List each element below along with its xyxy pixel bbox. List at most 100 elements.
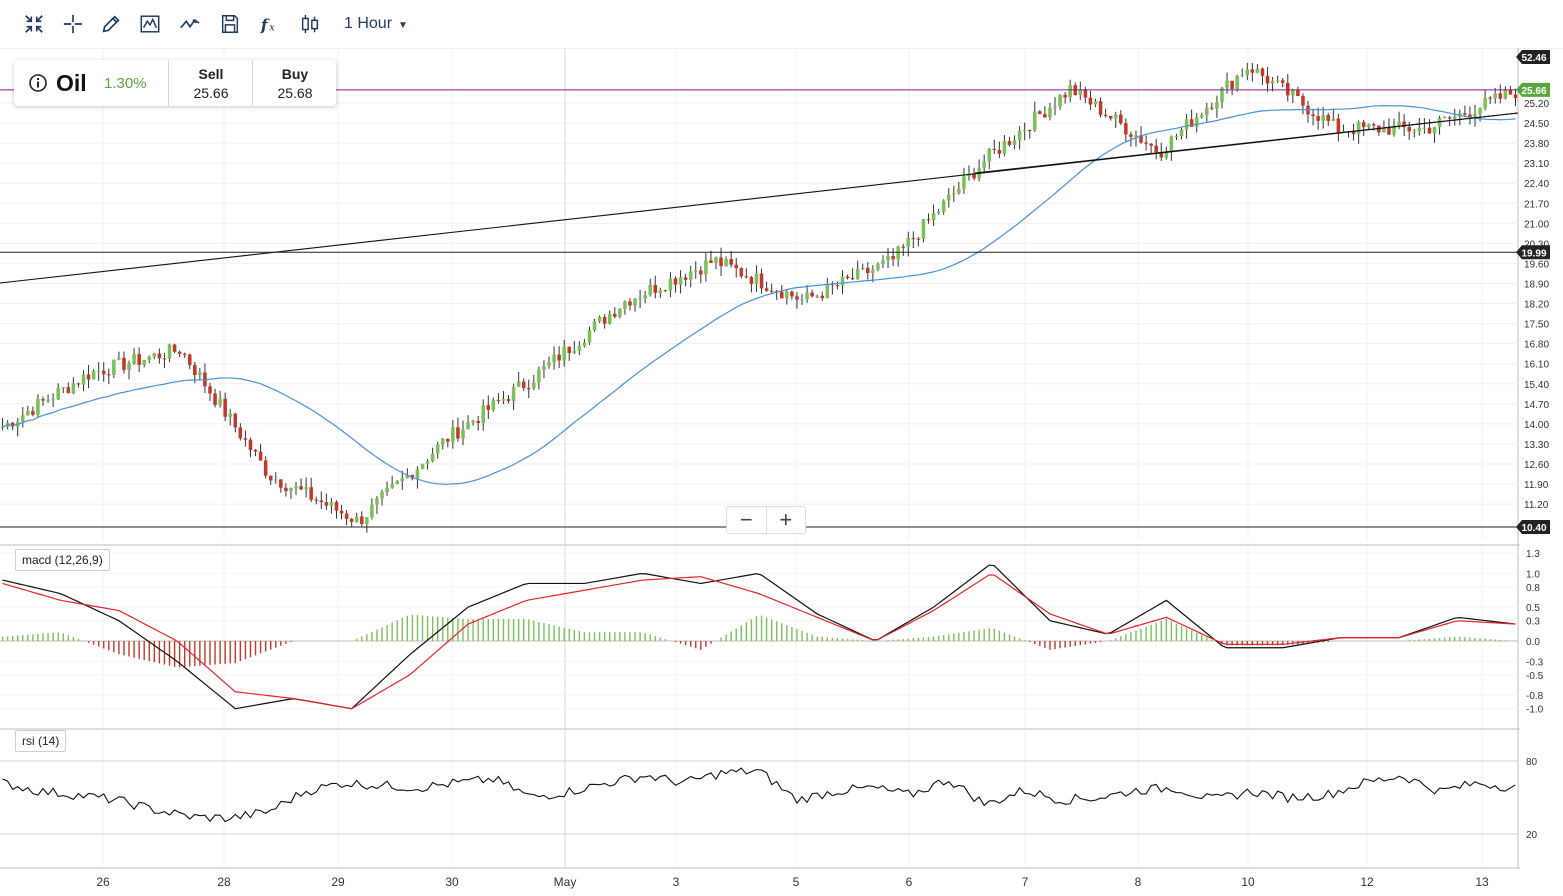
macd-label[interactable]: macd (12,26,9) [15, 549, 110, 571]
rsi-tick-label: 20 [1526, 830, 1538, 841]
compare-button[interactable] [294, 8, 326, 40]
time-tick-label: 13 [1475, 875, 1489, 889]
buy-button[interactable]: Buy 25.68 [252, 60, 337, 106]
rsi-tick-label: 80 [1526, 757, 1538, 768]
candle [952, 185, 956, 202]
candle [1513, 88, 1518, 107]
candle-body [456, 427, 460, 439]
candle [1452, 108, 1457, 126]
candle-body [1184, 119, 1189, 130]
candle [714, 256, 718, 270]
macd-pane[interactable] [0, 564, 1518, 710]
macd-signal-line [2, 574, 1516, 710]
candle [1306, 100, 1310, 123]
rsi-pane[interactable] [2, 767, 1516, 823]
candle [1154, 138, 1158, 160]
candle-body [1341, 131, 1346, 133]
candle-body [1437, 118, 1442, 128]
candle-body [228, 413, 233, 417]
candle [152, 352, 157, 360]
candle [198, 367, 202, 381]
candle-body [66, 387, 71, 394]
candle [744, 268, 749, 279]
candle-body [855, 268, 860, 280]
indicators-button[interactable] [174, 8, 206, 40]
candle [167, 343, 172, 363]
candle [415, 466, 420, 489]
save-button[interactable] [214, 8, 246, 40]
candle-body [714, 257, 718, 263]
candle-body [699, 270, 703, 275]
fullscreen-button[interactable] [18, 8, 50, 40]
candle-body [759, 273, 764, 289]
price-tick-label: 16.10 [1524, 360, 1549, 371]
candle [931, 204, 936, 226]
candle [1083, 86, 1088, 104]
chart-type-icon [140, 15, 160, 33]
candle [238, 423, 243, 441]
candle-body [1326, 115, 1331, 121]
candle [1392, 118, 1396, 137]
candle [1437, 115, 1442, 135]
crosshair-button[interactable] [57, 8, 89, 40]
price-badge-shape [1516, 82, 1550, 97]
zoom-out-button[interactable]: − [739, 507, 753, 532]
candle [1483, 90, 1487, 111]
draw-button[interactable] [95, 8, 127, 40]
sell-label: Sell [198, 66, 224, 82]
candle-body [137, 354, 141, 365]
candle [349, 517, 354, 527]
candle-body [1291, 90, 1295, 96]
candle [881, 255, 885, 269]
candle-body [0, 426, 5, 428]
candle [66, 382, 71, 394]
price-tick-label: 24.50 [1524, 119, 1549, 130]
candle [299, 478, 303, 491]
candle-body [1199, 115, 1204, 118]
rsi-label[interactable]: rsi (14) [15, 730, 67, 752]
candle [1351, 123, 1356, 141]
candle [754, 265, 759, 292]
candle-body [876, 263, 880, 270]
candle-body [390, 484, 394, 488]
info-icon[interactable] [28, 73, 48, 93]
candle-body [1210, 107, 1214, 109]
candle-body [1174, 136, 1179, 138]
candle-body [779, 291, 784, 299]
chart-type-button[interactable] [134, 8, 166, 40]
candle-body [147, 356, 152, 361]
draw-icon [102, 15, 120, 33]
candle [127, 360, 131, 380]
candle-body [61, 387, 66, 389]
macd-tick-label: -0.5 [1526, 671, 1544, 682]
macd-tick-label: -1.0 [1526, 705, 1544, 716]
sell-button[interactable]: Sell 25.66 [168, 60, 253, 106]
candle-body [435, 444, 440, 454]
price-change: 1.30% [104, 74, 147, 92]
macd-tick-label: 0.3 [1526, 617, 1540, 628]
candle [886, 248, 890, 268]
candle-body [51, 399, 55, 401]
price-badge-label: 10.40 [1521, 523, 1546, 534]
candle-body [223, 398, 227, 417]
candle-body [810, 292, 814, 297]
time-tick-label: 26 [96, 875, 110, 889]
interval-dropdown[interactable]: 1 Hour ▼ [336, 12, 416, 36]
candle [1098, 97, 1103, 118]
candle [643, 290, 647, 304]
candle [218, 390, 222, 408]
candle [258, 443, 263, 462]
candle [623, 300, 627, 315]
candle [1053, 97, 1057, 116]
price-tick-label: 25.20 [1524, 99, 1549, 110]
candle-body [1088, 97, 1093, 105]
candle [542, 360, 546, 379]
candle-body [871, 269, 875, 274]
candle-body [658, 290, 663, 293]
candlestick-chart[interactable] [0, 62, 1519, 533]
candle-body [1220, 87, 1224, 103]
candle-body [866, 267, 870, 274]
zoom-in-button[interactable]: + [765, 507, 806, 533]
